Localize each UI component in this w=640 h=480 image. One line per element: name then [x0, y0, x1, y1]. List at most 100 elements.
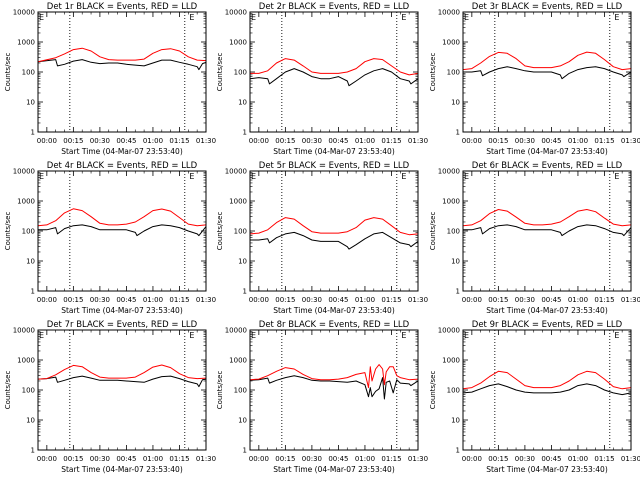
x-tick-label: 00:15 — [275, 296, 295, 304]
chart-title: Det 3r BLACK = Events, RED = LLD — [472, 2, 623, 12]
x-tick-label: 01:00 — [355, 296, 375, 304]
events-series-line — [249, 68, 419, 87]
events-series-line — [37, 375, 207, 388]
plot-frame — [462, 11, 632, 133]
corner-marker-left: E — [464, 13, 469, 22]
y-tick-label: 10 — [238, 258, 247, 266]
events-series-line — [250, 231, 419, 250]
y-tick-label: 1000 — [442, 357, 460, 365]
corner-marker-left: E — [39, 172, 44, 181]
chart-title: Det 4r BLACK = Events, RED = LLD — [47, 161, 198, 171]
y-tick-label: 10000 — [438, 168, 460, 176]
y-tick-label: 100 — [447, 69, 460, 77]
x-tick-label: 01:30 — [408, 137, 428, 145]
x-axis-label: Start Time (04-Mar-07 23:53:40) — [273, 147, 395, 156]
x-axis-label: Start Time (04-Mar-07 23:53:40) — [273, 465, 395, 474]
corner-marker-right: E — [401, 331, 406, 340]
lld-series-line — [250, 58, 419, 76]
y-tick-label: 10 — [451, 99, 460, 107]
y-tick-label: 1 — [31, 447, 35, 455]
events-series-line — [249, 375, 419, 400]
y-tick-label: 1000 — [17, 39, 35, 47]
x-tick-label: 01:30 — [196, 455, 216, 463]
x-tick-label: 00:45 — [541, 455, 561, 463]
x-tick-label: 01:00 — [143, 455, 163, 463]
y-tick-label: 1 — [31, 129, 35, 137]
plot-frame — [249, 329, 419, 451]
y-tick-label: 10 — [451, 258, 460, 266]
y-tick-label: 10000 — [225, 168, 247, 176]
x-tick-label: 01:00 — [143, 137, 163, 145]
events-series-line — [463, 224, 632, 237]
y-tick-label: 1000 — [229, 357, 247, 365]
y-tick-label: 100 — [234, 69, 247, 77]
y-axis-label: Counts/sec — [216, 371, 224, 410]
y-axis-label: Counts/sec — [4, 371, 12, 410]
y-tick-label: 10000 — [13, 9, 35, 17]
y-tick-label: 1000 — [442, 198, 460, 206]
corner-marker-right: E — [401, 172, 406, 181]
x-tick-label: 00:45 — [328, 296, 348, 304]
y-tick-label: 10 — [26, 99, 35, 107]
x-tick-label: 01:15 — [381, 137, 401, 145]
corner-marker-left: E — [251, 172, 256, 181]
chart-panel-6: Det 6r BLACK = Events, RED = LLD Counts/s… — [429, 161, 640, 315]
y-axis-label: Counts/sec — [4, 212, 12, 251]
x-tick-label: 00:00 — [462, 296, 482, 304]
y-tick-label: 10 — [451, 417, 460, 425]
x-axis-label: Start Time (04-Mar-07 23:53:40) — [61, 147, 183, 156]
x-axis-label: Start Time (04-Mar-07 23:53:40) — [273, 306, 395, 315]
x-tick-label: 01:15 — [169, 455, 189, 463]
chart-title: Det 1r BLACK = Events, RED = LLD — [47, 2, 198, 12]
x-tick-label: 00:15 — [488, 137, 508, 145]
lld-series-line — [37, 208, 207, 227]
corner-marker-right: E — [401, 13, 406, 22]
x-axis-label: Start Time (04-Mar-07 23:53:40) — [486, 465, 608, 474]
y-tick-label: 10 — [26, 417, 35, 425]
y-tick-label: 100 — [22, 387, 35, 395]
x-tick-label: 00:00 — [37, 455, 57, 463]
x-tick-label: 00:45 — [116, 296, 136, 304]
x-tick-label: 00:00 — [462, 137, 482, 145]
y-tick-label: 1 — [243, 288, 247, 296]
x-axis-label: Start Time (04-Mar-07 23:53:40) — [61, 465, 183, 474]
y-tick-label: 10000 — [13, 327, 35, 335]
x-tick-label: 01:15 — [381, 455, 401, 463]
y-tick-label: 100 — [22, 69, 35, 77]
x-tick-label: 01:00 — [568, 296, 588, 304]
chart-title: Det 6r BLACK = Events, RED = LLD — [472, 161, 623, 171]
x-tick-label: 01:00 — [355, 455, 375, 463]
x-tick-label: 00:00 — [37, 137, 57, 145]
x-tick-label: 00:30 — [515, 137, 535, 145]
x-tick-label: 00:30 — [515, 455, 535, 463]
x-tick-label: 01:15 — [594, 455, 614, 463]
corner-marker-left: E — [464, 172, 469, 181]
plot-frame — [37, 170, 207, 292]
x-axis-label: Start Time (04-Mar-07 23:53:40) — [486, 147, 608, 156]
y-tick-label: 100 — [22, 228, 35, 236]
events-series-line — [463, 66, 632, 80]
plot-frame — [37, 11, 207, 133]
x-tick-label: 00:00 — [37, 296, 57, 304]
chart-panel-1: Det 1r BLACK = Events, RED = LLD Counts/s… — [4, 2, 216, 156]
y-tick-label: 10000 — [13, 168, 35, 176]
events-series-line — [462, 383, 632, 396]
plot-frame — [462, 170, 632, 292]
y-tick-label: 100 — [234, 387, 247, 395]
x-tick-label: 00:45 — [328, 455, 348, 463]
y-tick-label: 100 — [234, 228, 247, 236]
x-tick-label: 00:15 — [63, 455, 83, 463]
y-tick-label: 1000 — [17, 198, 35, 206]
plot-frame — [249, 11, 419, 133]
y-tick-label: 1000 — [229, 198, 247, 206]
y-axis-label: Counts/sec — [429, 212, 437, 251]
x-tick-label: 01:00 — [568, 137, 588, 145]
y-tick-label: 1000 — [442, 39, 460, 47]
x-tick-label: 00:00 — [462, 455, 482, 463]
y-tick-label: 1 — [243, 447, 247, 455]
x-tick-label: 00:45 — [116, 137, 136, 145]
y-tick-label: 1 — [456, 129, 460, 137]
x-tick-label: 01:30 — [196, 296, 216, 304]
x-tick-label: 01:15 — [169, 137, 189, 145]
